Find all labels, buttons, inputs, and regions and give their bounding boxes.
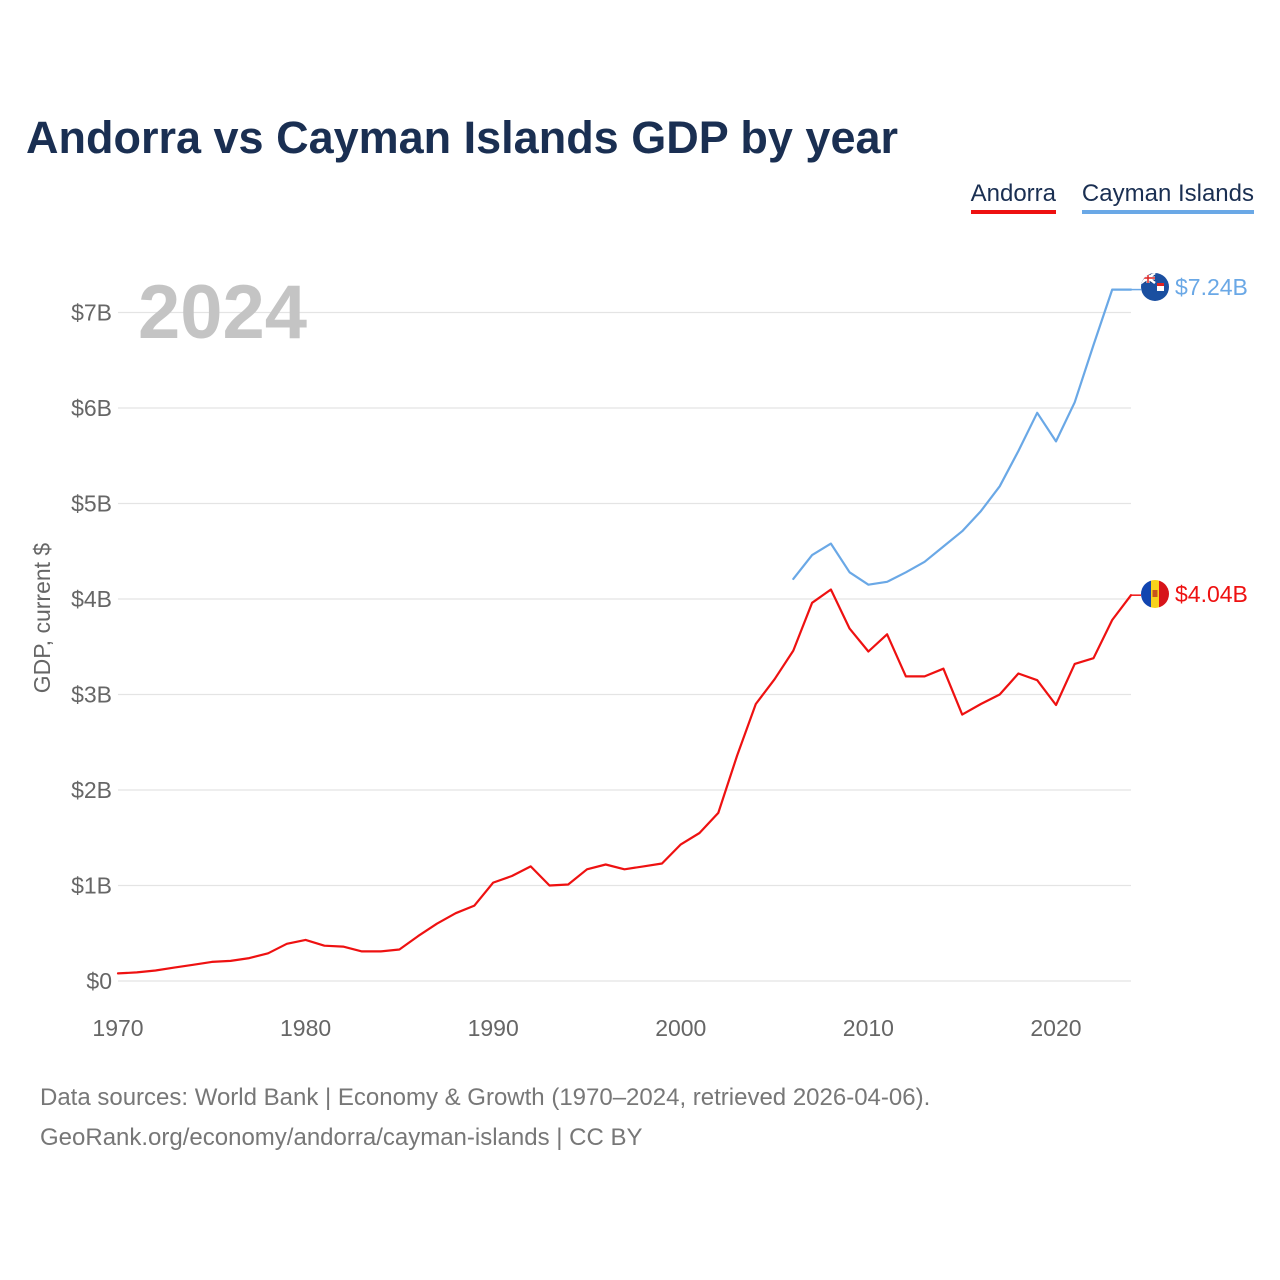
y-tick-label: $2B — [71, 777, 112, 803]
series-line-andorra[interactable] — [116, 588, 1133, 975]
y-tick-label: $4B — [71, 586, 112, 612]
x-axis-ticks: 1970 1980 1990 2000 2010 2020 — [92, 1015, 1081, 1041]
x-tick-label: 2020 — [1030, 1015, 1081, 1041]
source-text: Data sources: World Bank | Economy & Gro… — [40, 1084, 931, 1111]
end-labels: $7.24B $4.04B — [1141, 273, 1248, 608]
y-tick-label: $3B — [71, 682, 112, 708]
x-tick-label: 2010 — [843, 1015, 894, 1041]
legend-item-andorra[interactable]: Andorra — [970, 180, 1056, 214]
cayman-flag-icon — [1141, 273, 1169, 301]
year-watermark: 2024 — [138, 270, 307, 355]
andorra-flag-icon — [1141, 580, 1169, 608]
y-tick-label: $0 — [86, 968, 112, 994]
cayman-end-value-label: $7.24B — [1175, 274, 1248, 300]
andorra-end-value-label: $4.04B — [1175, 581, 1248, 607]
y-tick-label: $5B — [71, 491, 112, 517]
chart-title: Andorra vs Cayman Islands GDP by year — [26, 112, 899, 163]
y-tick-label: $1B — [71, 873, 112, 899]
y-axis-ticks: $0 $1B $2B $3B $4B $5B $6B $7B — [71, 300, 112, 995]
x-tick-label: 1970 — [92, 1015, 143, 1041]
legend-item-cayman-islands[interactable]: Cayman Islands — [1081, 180, 1254, 214]
series-lines — [116, 288, 1141, 975]
source-link[interactable]: GeoRank.org/economy/andorra/cayman-islan… — [40, 1124, 643, 1151]
x-tick-label: 1980 — [280, 1015, 331, 1041]
y-axis-label: GDP, current $ — [29, 543, 55, 694]
y-tick-label: $7B — [71, 300, 112, 326]
gridlines — [118, 311, 1131, 982]
x-tick-label: 2000 — [655, 1015, 706, 1041]
x-tick-label: 1990 — [468, 1015, 519, 1041]
series-line-cayman-islands[interactable] — [792, 288, 1133, 586]
y-tick-label: $6B — [71, 395, 112, 421]
